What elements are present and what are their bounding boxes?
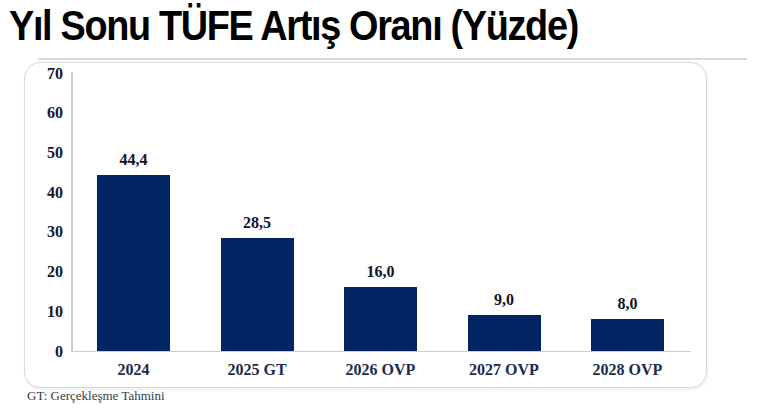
bar — [344, 287, 417, 351]
bar-value-label: 9,0 — [459, 291, 549, 308]
x-axis-category-label: 2027 OVP — [444, 361, 564, 378]
slide-page: Yıl Sonu TÜFE Artış Oranı (Yüzde) 010203… — [0, 0, 759, 416]
y-axis-line — [71, 72, 73, 352]
footnote: GT: Gerçekleşme Tahmini — [27, 388, 165, 403]
bar-value-label: 44,4 — [89, 151, 179, 168]
bar — [221, 238, 294, 351]
y-tick-label: 60 — [31, 104, 63, 121]
x-axis-category-label: 2028 OVP — [568, 361, 688, 378]
x-axis-category-label: 2026 OVP — [321, 361, 441, 378]
bar-value-label: 28,5 — [212, 214, 302, 231]
bar-value-label: 8,0 — [583, 295, 673, 312]
x-axis-category-label: 2025 GT — [197, 361, 317, 378]
y-tick-label: 20 — [31, 263, 63, 280]
bar-value-label: 16,0 — [336, 263, 426, 280]
x-axis-category-label: 2024 — [74, 361, 194, 378]
bar — [97, 175, 170, 351]
y-tick-label: 70 — [31, 65, 63, 82]
y-tick-label: 30 — [31, 223, 63, 240]
bar-chart: 0 10 20 30 40 50 60 70 44,4 2024 28,5 2025 GT 16,0 2… — [0, 0, 759, 416]
bar — [468, 315, 541, 351]
y-tick-label: 40 — [31, 184, 63, 201]
y-tick-label: 10 — [31, 303, 63, 320]
y-tick-label: 50 — [31, 144, 63, 161]
bar — [591, 319, 664, 351]
y-tick-label: 0 — [31, 343, 63, 360]
